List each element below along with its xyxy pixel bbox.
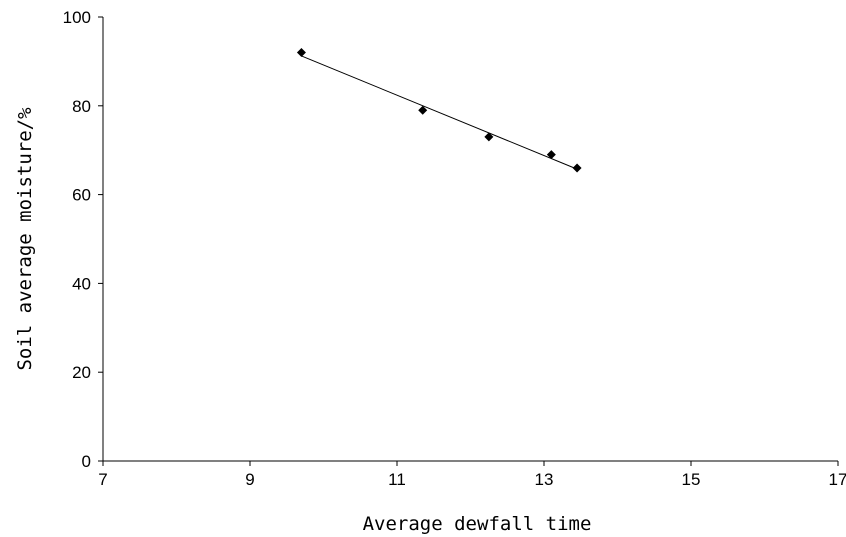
x-axis-title: Average dewfall time	[363, 513, 592, 535]
y-tick-label: 80	[72, 97, 91, 116]
y-tick-label: 60	[72, 186, 91, 205]
x-axis: 7 9 11 13 15 17	[98, 460, 846, 489]
data-point	[572, 163, 582, 173]
x-tick-label: 9	[245, 470, 254, 489]
data-point	[418, 105, 428, 115]
x-tick-label: 7	[98, 470, 107, 489]
y-tick-label: 40	[72, 274, 91, 293]
y-axis-title: Soil average moisture/%	[14, 107, 36, 371]
y-axis: 0 20 40 60 80 100	[63, 8, 104, 471]
x-tick-label: 17	[829, 470, 846, 489]
plot-area	[296, 48, 582, 173]
x-tick-label: 15	[682, 470, 701, 489]
y-tick-label: 0	[82, 452, 91, 471]
data-point	[546, 150, 556, 160]
data-point	[484, 132, 494, 142]
x-tick-label: 13	[535, 470, 554, 489]
data-point	[296, 48, 306, 58]
x-tick-label: 11	[388, 470, 406, 489]
y-tick-label: 100	[63, 8, 91, 27]
trendline	[301, 55, 578, 170]
y-tick-label: 20	[72, 363, 91, 382]
